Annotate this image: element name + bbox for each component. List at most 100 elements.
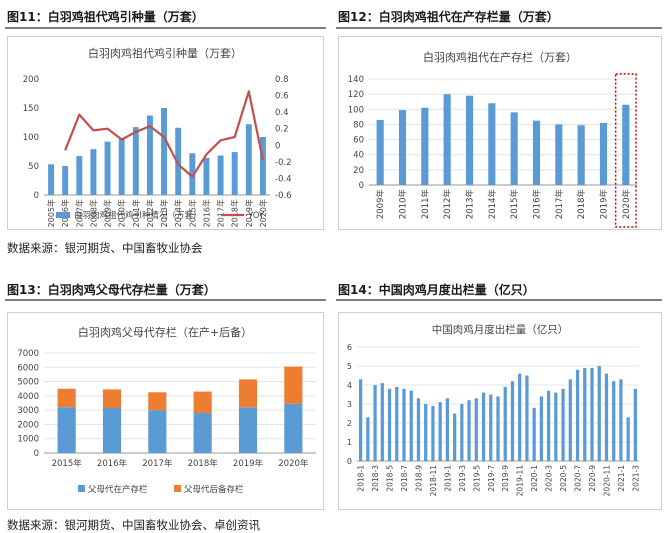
bar bbox=[633, 388, 638, 461]
bar bbox=[189, 153, 196, 195]
bar bbox=[259, 137, 266, 195]
bar-segment-in-production bbox=[193, 413, 212, 453]
bar bbox=[175, 127, 182, 195]
bar bbox=[555, 124, 563, 185]
bar bbox=[474, 398, 478, 461]
source-note-2: 数据来源：银河期货、中国畜牧业协会、卓创资讯 bbox=[7, 518, 260, 532]
y-tick-label: 140 bbox=[348, 75, 364, 85]
legend-swatch-in-production bbox=[78, 485, 85, 492]
x-tick-label: 2011年 bbox=[420, 189, 431, 220]
chart-panel-4: 中国肉鸡月度出栏量（亿只） 0 1 2 3 4 5 6 2018-1 2018-3 2018-5 20… bbox=[338, 312, 662, 510]
bar bbox=[376, 119, 384, 185]
y-tick-label: 1 bbox=[347, 438, 352, 447]
bar bbox=[599, 122, 608, 185]
bar bbox=[443, 94, 451, 185]
x-tick-label: 2020-1 bbox=[530, 465, 539, 492]
legend-label-in-production: 父母代在产存栏 bbox=[88, 484, 148, 495]
bar bbox=[398, 110, 407, 185]
bar-segment-reserve bbox=[193, 391, 212, 413]
x-tick-label: 2018-7 bbox=[400, 465, 409, 492]
figure-14-title: 图14：中国肉鸡月度出栏量（亿只） bbox=[338, 283, 535, 297]
figure-11-title: 图11：白羽鸡祖代鸡引种量（万套） bbox=[7, 10, 204, 24]
x-tick-label: 2020-11 bbox=[602, 465, 611, 497]
legend-label-reserve: 父母代后备存栏 bbox=[184, 484, 244, 495]
x-tick-label: 2013年 bbox=[465, 189, 476, 220]
bar bbox=[532, 407, 536, 461]
y-tick-label: 40 bbox=[353, 151, 364, 161]
x-tick-label: 2009年 bbox=[103, 199, 113, 227]
y2-tick-label: -0.6 bbox=[275, 191, 292, 201]
x-tick-label: 2018-3 bbox=[371, 465, 380, 492]
bar bbox=[575, 369, 580, 461]
bar bbox=[503, 386, 507, 461]
legend-swatch-reserve bbox=[174, 485, 181, 492]
x-tick-label: 2020年 bbox=[621, 189, 632, 220]
bar bbox=[577, 125, 585, 185]
bar bbox=[231, 152, 238, 195]
y-tick-label: 3 bbox=[347, 400, 352, 409]
bar bbox=[118, 138, 125, 195]
bar bbox=[510, 381, 515, 461]
y-tick-label: 6000 bbox=[17, 363, 39, 373]
bar-segment-in-production bbox=[284, 403, 303, 453]
y2-tick-label: 0.6 bbox=[275, 92, 289, 102]
legend-label-line: YOY bbox=[247, 211, 265, 221]
bar bbox=[62, 166, 69, 195]
y-tick-label: 5 bbox=[347, 362, 352, 371]
bar bbox=[612, 381, 616, 461]
bar bbox=[554, 392, 558, 461]
bar bbox=[532, 120, 541, 185]
figure-13-rule bbox=[5, 299, 326, 301]
bar bbox=[366, 417, 370, 461]
figure-12-rule bbox=[336, 27, 662, 29]
chart-2-title: 白羽肉鸡祖代在产存栏（万套） bbox=[423, 50, 577, 64]
chart-panel-3: 白羽肉鸡父母代存栏（在产+后备） 0 1000 2000 3000 4000 5000 600… bbox=[7, 312, 324, 510]
x-tick-label: 2015年 bbox=[52, 458, 83, 469]
x-tick-label: 2011年 bbox=[131, 199, 141, 227]
y-tick-label: 100 bbox=[23, 133, 39, 143]
y2-tick-label: -0.4 bbox=[275, 174, 292, 184]
bar bbox=[452, 413, 457, 461]
x-tick-label: 2020年 bbox=[278, 458, 309, 469]
bar bbox=[358, 379, 363, 461]
x-tick-label: 2015年 bbox=[187, 199, 197, 227]
y-tick-label: 150 bbox=[23, 104, 39, 114]
x-tick-label: 2010年 bbox=[117, 199, 127, 227]
bar-segment-reserve bbox=[284, 366, 303, 404]
x-tick-label: 2017年 bbox=[554, 189, 565, 220]
y-tick-label: 0 bbox=[347, 457, 352, 466]
bar bbox=[90, 149, 97, 195]
x-tick-label: 2007年 bbox=[74, 199, 84, 227]
x-tick-label: 2014年 bbox=[487, 189, 498, 220]
chart-3-title: 白羽肉鸡父母代存栏（在产+后备） bbox=[78, 325, 252, 339]
x-tick-label: 2019-9 bbox=[501, 465, 510, 492]
y-tick-label: 50 bbox=[28, 162, 39, 172]
y-tick-label: 4 bbox=[347, 381, 352, 390]
figure-13-title: 图13：白羽肉鸡父母代存栏量（万套） bbox=[7, 283, 216, 297]
bar bbox=[48, 164, 55, 195]
x-tick-label: 2013年 bbox=[159, 199, 169, 227]
bar bbox=[245, 124, 252, 195]
x-tick-label: 2020-5 bbox=[559, 465, 568, 492]
bar bbox=[626, 417, 630, 461]
x-tick-label: 2008年 bbox=[88, 199, 98, 227]
x-tick-label: 2012年 bbox=[442, 189, 453, 220]
y-tick-label: 200 bbox=[23, 75, 39, 85]
bar bbox=[380, 383, 384, 461]
chart-1-svg: 白羽肉鸡祖代鸡引种量（万套） 0 50 100 150 200 -0.6 -0.4 -0.2 0 0… bbox=[23, 46, 292, 227]
chart-4-title: 中国肉鸡月度出栏量（亿只） bbox=[432, 323, 569, 336]
legend-swatch-bars bbox=[56, 212, 70, 218]
y-tick-label: 120 bbox=[348, 90, 364, 100]
bar bbox=[622, 104, 630, 185]
bar bbox=[619, 379, 623, 461]
y-tick-label: 7000 bbox=[17, 349, 39, 359]
x-tick-label: 2021-3 bbox=[631, 465, 640, 492]
x-tick-label: 2012年 bbox=[145, 199, 155, 227]
legend-label-bars: 白羽肉鸡祖代鸡引种情况（万套） bbox=[74, 210, 202, 221]
chart-3-svg: 白羽肉鸡父母代存栏（在产+后备） 0 1000 2000 3000 4000 5000 600… bbox=[17, 325, 316, 495]
y-tick-label: 80 bbox=[353, 120, 364, 130]
bar bbox=[568, 379, 572, 461]
bar bbox=[146, 115, 153, 195]
x-tick-label: 2018-1 bbox=[357, 465, 366, 492]
bar bbox=[421, 107, 429, 185]
